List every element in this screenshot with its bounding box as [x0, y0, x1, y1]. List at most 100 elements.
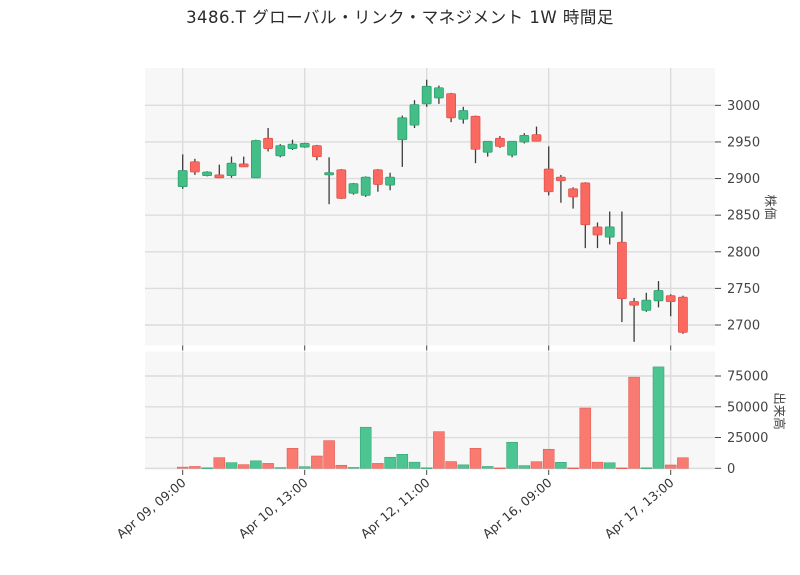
volume-bar	[298, 466, 311, 469]
volume-bar	[579, 407, 592, 469]
chart-title: 3486.T グローバル・リンク・マネジメント 1W 時間足	[186, 8, 614, 27]
volume-bar	[542, 448, 555, 469]
volume-bar	[201, 467, 213, 469]
candle-body	[446, 93, 457, 119]
volume-axis-title: 出来高	[772, 392, 787, 430]
candle-body	[507, 140, 518, 156]
x-tick-label: Apr 16, 09:00	[480, 475, 555, 541]
candle-body	[421, 85, 432, 105]
candle-body	[360, 176, 371, 196]
candle-body	[397, 117, 408, 141]
price-tick-label: 3000	[727, 99, 760, 114]
price-tick-label: 2950	[727, 135, 760, 150]
volume-bar	[445, 461, 457, 469]
price-tick-label: 2800	[727, 245, 760, 260]
volume-bar	[286, 447, 299, 469]
volume-bar	[372, 463, 384, 469]
candle-body	[226, 162, 237, 177]
volume-bar	[408, 461, 421, 469]
volume-bar	[213, 457, 226, 469]
candle-body	[482, 140, 493, 153]
candle-body	[433, 87, 444, 99]
volume-bar	[567, 467, 579, 469]
volume-bar	[250, 460, 262, 469]
candle-body	[348, 183, 359, 194]
volume-bar	[384, 456, 396, 469]
x-tick-label: Apr 10, 13:00	[236, 475, 311, 541]
price-axis-title: 株価	[763, 194, 778, 219]
candle-body	[556, 176, 566, 182]
volume-bar	[420, 467, 433, 469]
candle-body	[250, 140, 261, 179]
volume-bar	[530, 461, 543, 469]
volume-bar	[311, 455, 323, 469]
candle-body	[263, 137, 274, 149]
candle-body	[494, 137, 505, 147]
volume-tick-label: 0	[727, 462, 735, 477]
volume-bar	[457, 464, 470, 469]
candle-body	[568, 188, 578, 198]
volume-bar	[677, 457, 689, 469]
candle-body	[531, 134, 542, 142]
candle-body	[189, 161, 200, 173]
candle-body	[519, 134, 530, 143]
volume-tick-label: 75000	[727, 370, 768, 385]
volume-bar	[518, 465, 531, 469]
candle-body	[580, 182, 591, 226]
candle-body	[653, 290, 664, 302]
volume-bar	[274, 467, 287, 469]
candle-body	[543, 168, 554, 193]
candle-body	[458, 110, 469, 120]
volume-bar	[664, 464, 677, 469]
volume-bar	[262, 463, 274, 469]
volume-bar	[628, 376, 640, 469]
volume-bar	[347, 467, 360, 469]
volume-bar	[176, 466, 189, 469]
candle-body	[287, 143, 298, 149]
volume-bar	[237, 464, 250, 469]
candle-body	[311, 145, 322, 157]
price-tick-label: 2700	[727, 318, 760, 333]
price-tick-label: 2750	[727, 282, 760, 297]
volume-bar	[640, 467, 653, 469]
candle-body	[385, 176, 396, 186]
volume-bar	[481, 466, 494, 469]
volume-bar	[396, 454, 409, 469]
candle-body	[324, 172, 335, 176]
volume-bar	[603, 462, 616, 469]
candle-body	[238, 163, 249, 168]
candle-body	[214, 174, 225, 179]
volume-bar	[225, 462, 238, 469]
price-tick-label: 2850	[727, 209, 760, 224]
candle-body	[299, 143, 310, 148]
volume-bar	[323, 440, 335, 469]
volume-bar	[616, 467, 628, 469]
volume-bar	[555, 462, 567, 469]
price-tick-label: 2900	[727, 172, 760, 187]
candle-body	[604, 226, 615, 238]
candle-body	[275, 145, 286, 157]
candle-body	[678, 296, 688, 333]
candle-body	[665, 295, 676, 302]
price-panel-bg	[145, 68, 715, 346]
candle-body	[641, 299, 652, 311]
candle-body	[409, 104, 420, 126]
candle-body	[372, 169, 383, 185]
x-tick-label: Apr 09, 09:00	[114, 475, 189, 541]
candle-body	[592, 226, 603, 236]
x-tick-label: Apr 12, 11:00	[358, 475, 433, 541]
volume-panel-bg	[145, 351, 715, 470]
volume-bar	[189, 466, 201, 469]
candle-body	[202, 171, 213, 177]
volume-bar	[359, 426, 372, 469]
volume-bar	[433, 431, 445, 469]
volume-bar	[506, 441, 518, 469]
volume-tick-label: 25000	[727, 431, 768, 446]
candle-body	[617, 241, 627, 300]
volume-tick-label: 50000	[727, 400, 768, 415]
candle-body	[177, 170, 188, 188]
candle-body	[336, 169, 347, 199]
volume-bar	[652, 366, 665, 469]
